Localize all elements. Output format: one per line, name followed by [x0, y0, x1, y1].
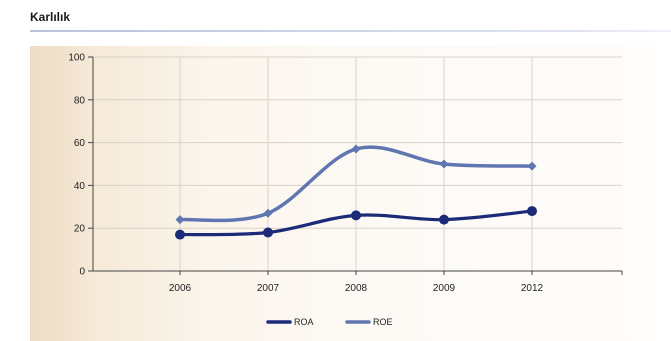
data-point-roa [439, 214, 449, 225]
y-tick-label: 100 [68, 53, 85, 64]
data-point-roe [175, 215, 185, 225]
title-divider [30, 30, 671, 32]
data-point-roa [175, 229, 185, 240]
chart-axes: 0 20 40 60 80 100 2006 2007 2008 2009 2012 [68, 53, 623, 294]
data-point-roa [263, 227, 273, 238]
y-tick-label: 80 [74, 95, 86, 106]
x-tick-label: 2007 [257, 283, 280, 294]
x-tick-label: 2008 [345, 283, 368, 294]
chart-grid [93, 56, 622, 272]
x-tick-label: 2012 [521, 283, 544, 294]
chart-legend: ROA ROE [266, 317, 393, 327]
legend-label-roe: ROE [373, 317, 393, 327]
legend-label-roa: ROA [294, 317, 314, 327]
chart-series [175, 144, 537, 240]
data-point-roe [263, 208, 273, 218]
chart-panel [30, 46, 657, 341]
x-tick-label: 2009 [433, 283, 456, 294]
data-point-roe [527, 161, 537, 171]
data-point-roa [351, 210, 361, 221]
y-tick-label: 0 [79, 267, 85, 278]
y-tick-label: 40 [74, 181, 86, 192]
data-point-roe [439, 159, 449, 169]
y-tick-label: 20 [74, 224, 86, 235]
data-point-roe [351, 144, 361, 154]
section-title: Karlılık [30, 10, 71, 24]
y-tick-label: 60 [74, 138, 86, 149]
x-tick-label: 2006 [169, 283, 192, 294]
data-point-roa [527, 206, 537, 217]
